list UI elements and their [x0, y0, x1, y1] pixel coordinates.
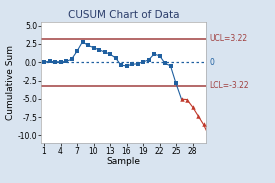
- Y-axis label: Cumulative Sum: Cumulative Sum: [6, 45, 15, 120]
- Text: UCL=3.22: UCL=3.22: [210, 34, 248, 43]
- Text: LCL=-3.22: LCL=-3.22: [210, 81, 249, 90]
- Title: CUSUM Chart of Data: CUSUM Chart of Data: [68, 10, 180, 20]
- Text: 0: 0: [210, 58, 215, 67]
- X-axis label: Sample: Sample: [107, 157, 141, 166]
